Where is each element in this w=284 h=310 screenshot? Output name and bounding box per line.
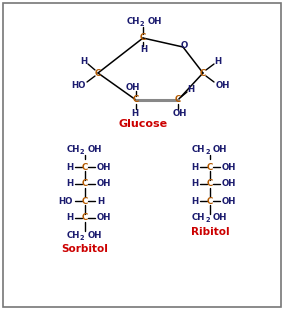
Text: OH: OH [213, 145, 227, 154]
Text: H: H [187, 85, 195, 94]
Text: Glucose: Glucose [118, 119, 168, 129]
Text: H: H [97, 197, 104, 206]
Text: H: H [191, 162, 198, 171]
Text: C: C [140, 33, 146, 42]
Text: OH: OH [97, 179, 111, 188]
Text: OH: OH [97, 214, 111, 223]
Text: H: H [140, 45, 148, 54]
Text: C: C [82, 162, 88, 171]
Text: OH: OH [173, 108, 187, 117]
Text: Sorbitol: Sorbitol [62, 244, 108, 254]
Text: HO: HO [71, 81, 85, 90]
Text: OH: OH [88, 231, 102, 240]
Text: OH: OH [88, 145, 102, 154]
Text: 2: 2 [140, 21, 145, 28]
Text: CH: CH [127, 17, 140, 26]
Text: C: C [133, 95, 139, 104]
Text: CH: CH [192, 214, 205, 223]
Text: H: H [191, 179, 198, 188]
Text: CH: CH [67, 231, 80, 240]
Text: H: H [80, 56, 87, 65]
Text: C: C [207, 197, 213, 206]
Text: C: C [95, 69, 101, 78]
Text: OH: OH [148, 17, 162, 26]
Text: H: H [214, 56, 222, 65]
Text: CH: CH [192, 145, 205, 154]
Text: C: C [82, 197, 88, 206]
Text: C: C [82, 214, 88, 223]
Text: OH: OH [97, 162, 111, 171]
Text: C: C [175, 95, 181, 104]
Text: C: C [200, 69, 206, 78]
Text: C: C [207, 162, 213, 171]
Text: H: H [191, 197, 198, 206]
Text: OH: OH [126, 82, 140, 91]
Text: OH: OH [213, 214, 227, 223]
Text: 2: 2 [80, 149, 85, 156]
Text: C: C [82, 179, 88, 188]
Text: C: C [207, 179, 213, 188]
Text: OH: OH [216, 81, 230, 90]
Text: H: H [131, 108, 139, 117]
Text: HO: HO [59, 197, 73, 206]
Text: OH: OH [222, 179, 236, 188]
Text: O: O [180, 42, 188, 51]
Text: H: H [66, 162, 73, 171]
Text: Ribitol: Ribitol [191, 227, 229, 237]
Text: H: H [66, 179, 73, 188]
Text: 2: 2 [80, 234, 85, 241]
Text: 2: 2 [205, 218, 210, 224]
Text: 2: 2 [205, 149, 210, 156]
Text: OH: OH [222, 197, 236, 206]
Text: OH: OH [222, 162, 236, 171]
Text: H: H [66, 214, 73, 223]
Text: CH: CH [67, 145, 80, 154]
